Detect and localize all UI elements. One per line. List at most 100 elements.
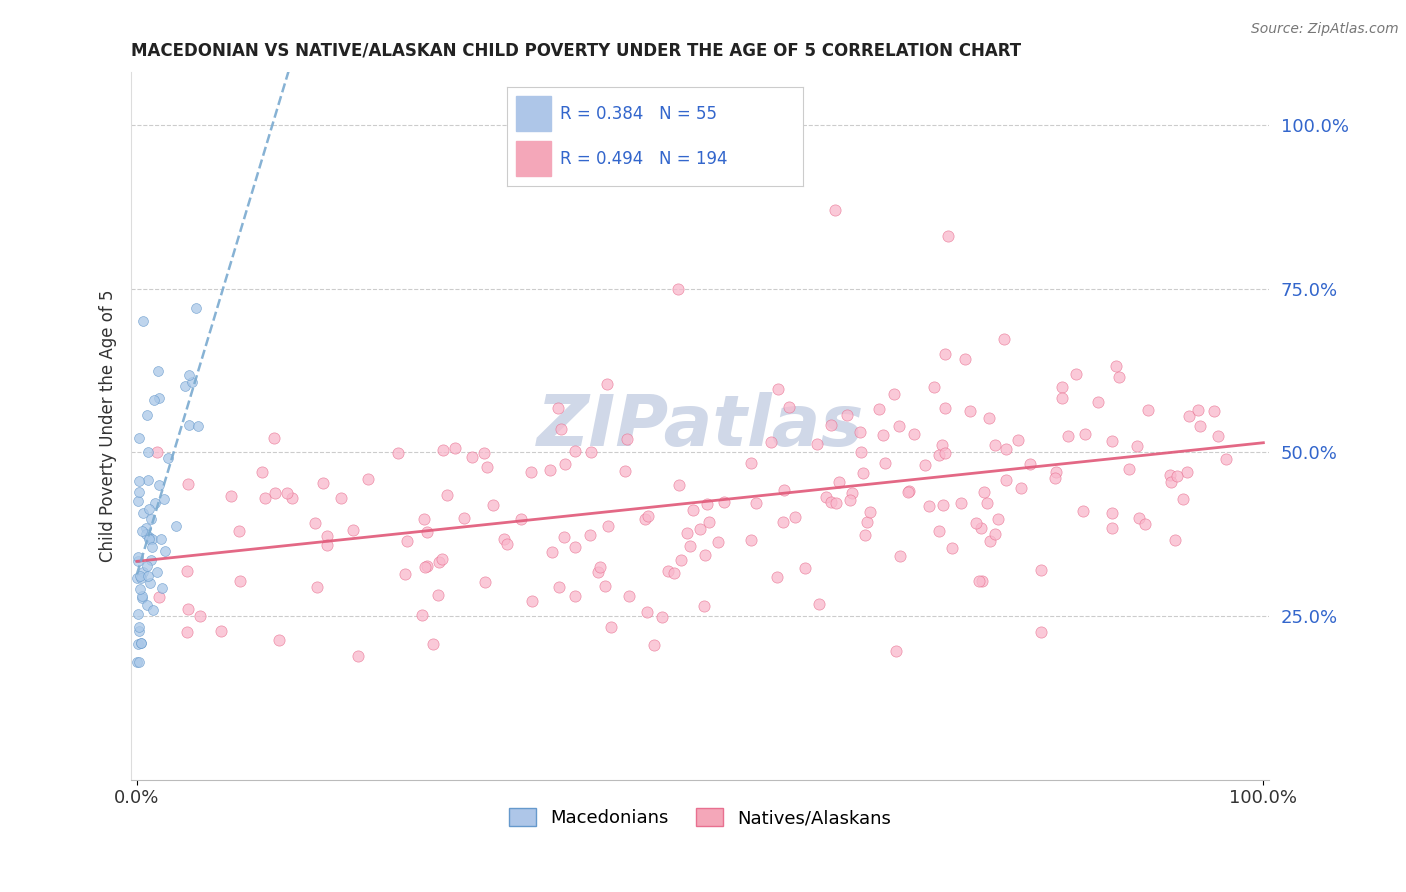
Point xyxy=(928,448,950,462)
Point xyxy=(825,496,848,510)
Point xyxy=(188,609,211,624)
Point xyxy=(143,496,166,510)
Point xyxy=(579,527,602,541)
Point xyxy=(897,483,920,498)
Point xyxy=(883,386,905,401)
Point xyxy=(127,554,149,568)
Text: Source: ZipAtlas.com: Source: ZipAtlas.com xyxy=(1251,22,1399,37)
Point xyxy=(1159,467,1181,482)
Point xyxy=(931,498,953,512)
Point xyxy=(666,281,689,295)
Point xyxy=(941,541,963,555)
Point xyxy=(637,509,659,524)
Point xyxy=(855,515,877,529)
Point xyxy=(132,506,155,520)
Point xyxy=(142,603,165,617)
Point xyxy=(432,552,454,566)
Point xyxy=(141,541,163,555)
Point xyxy=(953,352,976,367)
Point xyxy=(145,444,167,458)
Point xyxy=(148,391,170,405)
Point xyxy=(136,473,159,487)
Point xyxy=(983,527,1005,541)
Point xyxy=(153,491,176,506)
Point xyxy=(181,376,204,390)
Point xyxy=(307,581,329,595)
Point xyxy=(316,529,339,543)
Point xyxy=(547,581,569,595)
Point xyxy=(263,485,285,500)
Point xyxy=(136,445,159,459)
Point xyxy=(873,456,896,470)
Point xyxy=(432,442,454,457)
Point xyxy=(1108,370,1130,384)
Point xyxy=(148,364,170,378)
Point xyxy=(1007,433,1029,447)
Point xyxy=(135,526,157,541)
Point xyxy=(139,512,162,526)
Point xyxy=(669,553,692,567)
Point xyxy=(520,465,543,479)
Point xyxy=(972,574,994,588)
Point xyxy=(887,419,910,434)
Point xyxy=(129,636,152,650)
Point xyxy=(884,644,907,658)
Point xyxy=(914,458,936,472)
Point xyxy=(1118,462,1140,476)
Point xyxy=(129,569,152,583)
Point xyxy=(675,526,697,541)
Point xyxy=(984,438,1007,452)
Point xyxy=(859,505,882,519)
Point xyxy=(922,379,945,393)
Point xyxy=(889,549,911,563)
Point xyxy=(773,483,796,498)
Point xyxy=(744,496,766,510)
Point xyxy=(564,540,586,554)
Text: MACEDONIAN VS NATIVE/ALASKAN CHILD POVERTY UNDER THE AGE OF 5 CORRELATION CHART: MACEDONIAN VS NATIVE/ALASKAN CHILD POVER… xyxy=(131,42,1021,60)
Point xyxy=(494,532,516,546)
Point xyxy=(765,569,787,583)
Point xyxy=(662,566,685,581)
Point xyxy=(541,545,564,559)
Point xyxy=(395,533,418,548)
Point xyxy=(416,525,439,540)
Point xyxy=(157,451,180,466)
Point xyxy=(346,649,368,664)
Point xyxy=(387,446,409,460)
Point xyxy=(1160,475,1182,490)
Point xyxy=(657,564,679,578)
Point xyxy=(973,485,995,500)
Point xyxy=(139,576,162,591)
Point xyxy=(416,559,439,574)
Point xyxy=(138,533,160,547)
Point xyxy=(1177,465,1199,479)
Point xyxy=(132,565,155,579)
Point xyxy=(689,522,711,536)
Point xyxy=(668,478,690,492)
Point xyxy=(596,377,619,392)
Point xyxy=(304,516,326,531)
Point xyxy=(820,418,842,433)
Point xyxy=(138,501,160,516)
Point xyxy=(794,561,817,575)
Point xyxy=(413,559,436,574)
Point xyxy=(128,485,150,500)
Point xyxy=(593,578,616,592)
Point xyxy=(851,466,873,480)
Point xyxy=(614,464,637,478)
Point xyxy=(707,535,730,549)
Point xyxy=(740,533,762,547)
Point xyxy=(598,519,620,533)
Point xyxy=(510,511,533,525)
Point xyxy=(135,598,157,612)
Point xyxy=(934,347,956,361)
Point xyxy=(636,605,658,619)
Point xyxy=(1019,457,1042,471)
Point xyxy=(177,602,200,616)
Point xyxy=(128,624,150,638)
Point xyxy=(1188,419,1211,434)
Point xyxy=(412,512,434,526)
Point xyxy=(1101,434,1123,448)
Point xyxy=(934,401,956,416)
Point xyxy=(444,442,467,456)
